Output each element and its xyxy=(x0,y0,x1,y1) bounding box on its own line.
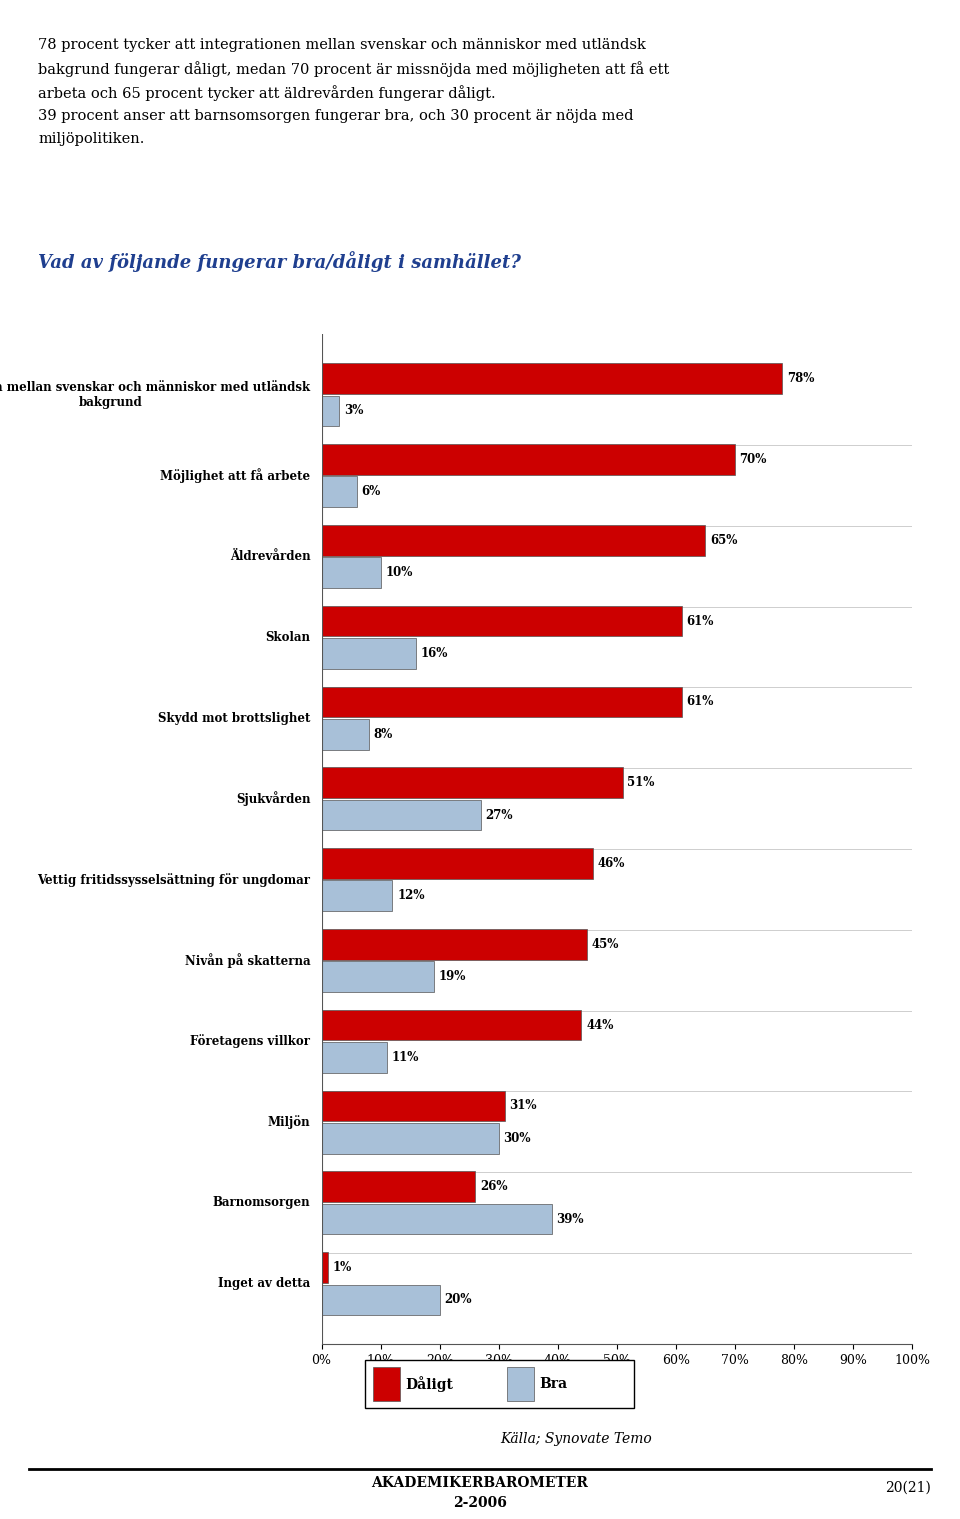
Bar xyxy=(322,557,380,588)
Text: miljöpolitiken.: miljöpolitiken. xyxy=(38,132,145,146)
Text: Äldrevården: Äldrevården xyxy=(229,550,310,564)
Text: 8%: 8% xyxy=(373,728,393,741)
Text: 45%: 45% xyxy=(592,937,619,951)
Text: Integrationen mellan svenskar och människor med utländsk
bakgrund: Integrationen mellan svenskar och männis… xyxy=(0,380,310,409)
Text: Vettig fritidssysselsättning för ungdomar: Vettig fritidssysselsättning för ungdoma… xyxy=(37,873,310,887)
Bar xyxy=(322,1091,505,1121)
Text: 11%: 11% xyxy=(392,1051,419,1063)
Bar xyxy=(322,526,706,556)
Text: arbeta och 65 procent tycker att äldrevården fungerar dåligt.: arbeta och 65 procent tycker att äldrevå… xyxy=(38,85,496,100)
Text: 30%: 30% xyxy=(503,1132,531,1145)
Bar xyxy=(322,606,682,636)
Bar xyxy=(322,930,588,960)
Text: Företagens villkor: Företagens villkor xyxy=(190,1034,310,1048)
Text: 20(21): 20(21) xyxy=(885,1481,931,1495)
Bar xyxy=(322,799,481,831)
Text: 70%: 70% xyxy=(739,453,767,466)
Text: AKADEMIKERBAROMETER: AKADEMIKERBAROMETER xyxy=(372,1476,588,1490)
Text: 61%: 61% xyxy=(686,696,714,708)
Bar xyxy=(322,962,434,992)
Text: Dåligt: Dåligt xyxy=(405,1376,453,1391)
Text: Inget av detta: Inget av detta xyxy=(218,1277,310,1290)
Text: 78 procent tycker att integrationen mellan svenskar och människor med utländsk: 78 procent tycker att integrationen mell… xyxy=(38,38,646,52)
Bar xyxy=(322,767,623,797)
Bar xyxy=(322,444,735,475)
Text: Sjukvården: Sjukvården xyxy=(236,791,310,807)
Bar xyxy=(322,638,416,668)
Text: Skolan: Skolan xyxy=(266,630,310,644)
Bar xyxy=(322,718,369,749)
Text: 78%: 78% xyxy=(787,372,814,386)
Text: 51%: 51% xyxy=(628,776,655,790)
Bar xyxy=(322,363,782,393)
Text: Barnomsorgen: Barnomsorgen xyxy=(213,1197,310,1209)
Text: 27%: 27% xyxy=(486,808,514,822)
Text: Vad av följande fungerar bra/dåligt i samhället?: Vad av följande fungerar bra/dåligt i sa… xyxy=(38,251,521,272)
Text: 26%: 26% xyxy=(480,1180,507,1194)
Text: 2-2006: 2-2006 xyxy=(453,1496,507,1510)
Text: 31%: 31% xyxy=(510,1100,537,1112)
Text: Nivån på skatterna: Nivån på skatterna xyxy=(185,952,310,968)
Text: bakgrund fungerar dåligt, medan 70 procent är missnöjda med möjligheten att få e: bakgrund fungerar dåligt, medan 70 proce… xyxy=(38,61,670,77)
Bar xyxy=(322,848,593,880)
Text: 61%: 61% xyxy=(686,615,714,627)
Text: 16%: 16% xyxy=(420,647,448,659)
Text: 65%: 65% xyxy=(710,533,737,547)
Bar xyxy=(322,1171,475,1202)
Bar xyxy=(322,395,339,427)
Text: Miljön: Miljön xyxy=(268,1115,310,1129)
Text: 1%: 1% xyxy=(332,1261,351,1274)
Bar xyxy=(372,1367,399,1401)
Bar xyxy=(322,477,357,507)
Text: 6%: 6% xyxy=(362,485,381,498)
Text: 19%: 19% xyxy=(439,971,466,983)
Bar xyxy=(322,687,682,717)
Text: Bra: Bra xyxy=(540,1376,567,1391)
Bar xyxy=(322,1123,499,1153)
Bar xyxy=(322,1042,387,1072)
Bar xyxy=(322,1010,582,1041)
Text: Källa; Synovate Temo: Källa; Synovate Temo xyxy=(500,1432,652,1446)
Bar xyxy=(322,1252,327,1284)
Bar xyxy=(322,881,393,911)
Text: 46%: 46% xyxy=(598,857,625,870)
Text: 39 procent anser att barnsomsorgen fungerar bra, och 30 procent är nöjda med: 39 procent anser att barnsomsorgen funge… xyxy=(38,109,634,123)
Text: 20%: 20% xyxy=(444,1293,472,1306)
Bar xyxy=(322,1203,552,1235)
Text: 3%: 3% xyxy=(344,404,364,418)
Bar xyxy=(507,1367,534,1401)
Text: 10%: 10% xyxy=(385,567,413,579)
Bar xyxy=(322,1285,440,1315)
Text: 39%: 39% xyxy=(557,1212,584,1226)
Text: Skydd mot brottslighet: Skydd mot brottslighet xyxy=(158,711,310,725)
Text: 44%: 44% xyxy=(587,1019,613,1031)
Text: 12%: 12% xyxy=(397,889,424,902)
Text: Möjlighet att få arbete: Möjlighet att få arbete xyxy=(160,468,310,483)
